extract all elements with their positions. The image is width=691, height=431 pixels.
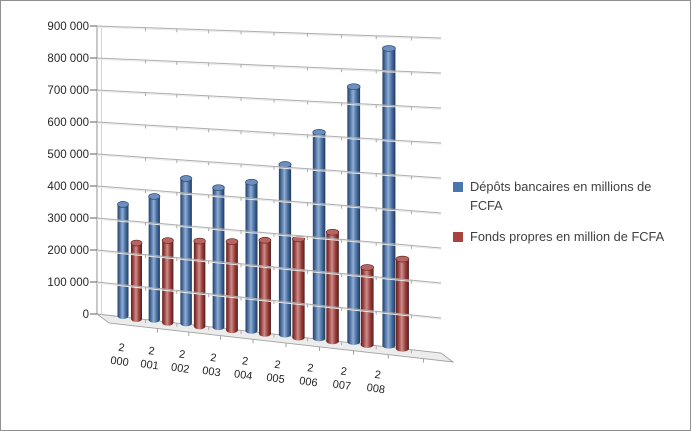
legend-item-depots: Dépôts bancaires en millions de FCFA	[453, 178, 681, 215]
bar-fonds-propres-2005	[292, 235, 305, 341]
y-tick-label-8: 800 000	[47, 53, 89, 65]
x-tick-label-2000: 2000	[110, 341, 132, 369]
x-tick-label-2002: 2002	[170, 348, 192, 376]
bar-depots-2006	[312, 128, 326, 342]
x-tick-label-2007: 2007	[332, 365, 354, 393]
y-tick-label-3: 300 000	[47, 213, 89, 225]
x-tick-label-2005: 2005	[266, 358, 288, 386]
y-tick-label-9: 900 000	[47, 21, 89, 33]
gridlines	[90, 25, 442, 363]
y-tick-label-6: 600 000	[47, 117, 89, 129]
bar-fonds-propres-2003	[225, 238, 239, 334]
bars	[117, 45, 410, 352]
y-axis-labels: 0 100 000 200 000 300 000 400 000 500 000 600 …	[47, 21, 89, 321]
x-tick-label-2006: 2006	[298, 361, 320, 389]
x-tick-label-2008: 2008	[366, 368, 388, 396]
bar-depots-2005	[278, 161, 292, 338]
bar-fonds-propres-2000	[130, 239, 143, 322]
bar-depots-2002	[180, 175, 193, 327]
bar-fonds-propres-2004	[258, 236, 272, 337]
bar-fonds-propres-2007	[360, 264, 374, 348]
y-tick-label-0: 0	[83, 309, 89, 321]
legend-swatch-fonds-propres-icon	[453, 232, 463, 243]
legend-swatch-depots-icon	[453, 182, 463, 192]
bar-depots-2004	[245, 178, 258, 334]
legend-label-depots: Dépôts bancaires en millions de FCFA	[470, 179, 652, 213]
legend-item-fonds-propres: Fonds propres en million de FCFA	[453, 228, 681, 247]
y-tick-label-4: 400 000	[47, 181, 89, 193]
bar-fonds-propres-2002	[193, 237, 206, 330]
bar-fonds-propres-2001	[161, 237, 174, 326]
x-tick-label-2003: 2003	[201, 351, 223, 379]
x-tick-label-2001: 2001	[140, 344, 162, 372]
bar-depots-2007	[346, 83, 361, 345]
bar-fonds-propres-2008	[395, 255, 410, 352]
bar-depots-2003	[212, 184, 225, 331]
y-tick-label-1: 100 000	[47, 277, 89, 289]
bar-depots-2001	[148, 193, 161, 323]
legend: Dépôts bancaires en millions de FCFA Fon…	[453, 178, 681, 247]
y-tick-label-5: 500 000	[47, 149, 89, 161]
y-tick-label-2: 200 000	[47, 245, 89, 257]
x-axis-labels: 2000 2001 2002 2003 2004 2005 2006 2007 2008	[110, 341, 388, 397]
x-tick-label-2004: 2004	[233, 354, 255, 382]
bar-depots-2000	[117, 201, 129, 319]
legend-label-fonds-propres: Fonds propres en million de FCFA	[470, 229, 665, 245]
y-tick-label-7: 700 000	[47, 85, 89, 97]
bar-depots-2008	[382, 45, 396, 349]
bar-fonds-propres-2006	[325, 228, 340, 345]
